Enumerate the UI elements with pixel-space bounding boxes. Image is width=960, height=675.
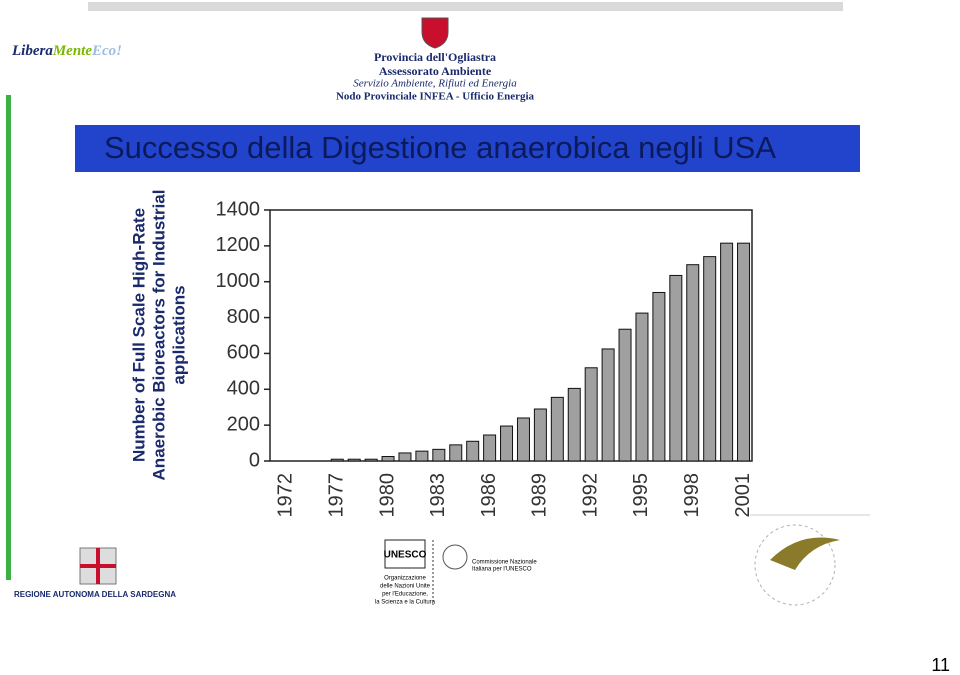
x-tick-label: 1983: [427, 473, 449, 518]
header-line: Assessorato Ambiente: [379, 64, 492, 78]
brand-a: Libera: [11, 43, 53, 59]
bar: [720, 242, 734, 462]
bar: [398, 452, 412, 462]
top-bar: [88, 2, 843, 11]
bar: [500, 425, 514, 462]
bar: [483, 434, 497, 462]
bar: [584, 367, 598, 462]
bar: [381, 456, 395, 462]
crest: [421, 17, 449, 49]
bar: [618, 328, 632, 462]
x-tick-label: 2001: [732, 473, 754, 518]
plot: 0 200 400 600 800 1000 1200 1400 1972 1977 1980 198…: [216, 198, 754, 517]
bar: [601, 348, 615, 462]
bar: [533, 408, 547, 462]
bar: [415, 450, 429, 462]
y-label-line: Anaerobic Bioreactors for Industrial: [149, 190, 168, 481]
week-logo-shape: [770, 537, 840, 570]
y-tick-label: 1000: [216, 270, 261, 292]
bar: [567, 387, 581, 462]
bar: [516, 417, 530, 462]
bar: [550, 396, 564, 462]
commission-text: Italiana per l'UNESCO: [472, 567, 532, 573]
unesco-desc: la Scienza e la Cultura: [375, 600, 436, 606]
commission-text: Commissione Nazionale: [472, 560, 537, 566]
header-line: Servizio Ambiente, Rifiuti ed Energia: [353, 78, 517, 90]
bar: [347, 458, 361, 462]
unesco-text: UNESCO: [384, 550, 427, 561]
header-line: Provincia dell'Ogliastra: [374, 50, 496, 64]
bar: [652, 291, 666, 462]
y-tick-label: 400: [227, 378, 260, 400]
unesco-desc: delle Nazioni Unite: [380, 584, 431, 590]
bar: [364, 458, 378, 462]
brand-b: Mente: [52, 43, 93, 59]
y-tick-label: 600: [227, 342, 260, 364]
region-name: REGIONE AUTONOMA DELLA SARDEGNA: [14, 590, 176, 599]
bar: [635, 312, 649, 462]
title-band: [75, 125, 860, 172]
y-tick-label: 1400: [216, 198, 261, 220]
page-number: 11: [931, 655, 950, 675]
bar: [449, 444, 463, 462]
bar: [669, 274, 683, 462]
x-tick-label: 1992: [579, 473, 601, 518]
x-tick-label: 1980: [376, 473, 398, 518]
bar: [432, 448, 446, 462]
brand: LiberaMenteEco!: [11, 43, 122, 59]
bar: [686, 264, 700, 462]
x-tick-label: 1989: [529, 473, 551, 518]
x-tick-label: 1986: [478, 473, 500, 518]
unesco-desc: Organizzazione: [384, 576, 426, 582]
y-tick-label: 0: [249, 449, 260, 471]
bar: [466, 440, 480, 462]
x-tick-label: 1972: [275, 473, 297, 518]
bar: [737, 242, 751, 462]
side-bar: [6, 95, 11, 580]
y-label: Number of Full Scale High-Rate Anaerobic…: [129, 190, 188, 481]
bar: [703, 256, 717, 462]
unesco-logo: [384, 539, 426, 569]
bar: [330, 458, 344, 462]
y-tick-label: 800: [227, 306, 260, 328]
chart-title: Successo della Digestione anaerobica neg…: [104, 130, 776, 165]
brand-c: Eco!: [91, 43, 122, 59]
week-logo: [754, 524, 836, 606]
x-tick-label: 1977: [326, 473, 348, 518]
y-tick-label: 1200: [216, 234, 261, 256]
x-tick-label: 1995: [630, 473, 652, 518]
header-line: Nodo Provinciale INFEA - Ufficio Energia: [336, 91, 535, 103]
y-label-line: applications: [169, 285, 188, 384]
x-tick-label: 1998: [681, 473, 703, 518]
y-tick-label: 200: [227, 413, 260, 435]
y-label-line: Number of Full Scale High-Rate: [129, 208, 148, 462]
commission-logo: [442, 544, 468, 570]
unesco-desc: per l'Educazione,: [382, 592, 428, 598]
